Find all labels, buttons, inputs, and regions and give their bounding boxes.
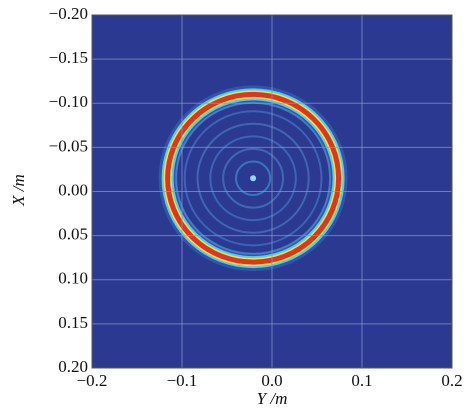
y-tick-label: −0.10: [49, 92, 88, 111]
y-tick-label: 0.00: [58, 180, 88, 199]
x-tick-label: 0.1: [351, 371, 372, 390]
y-tick-label: −0.15: [49, 48, 88, 67]
y-tick-label: 0.10: [58, 269, 88, 288]
x-tick-label: 0.0: [261, 371, 282, 390]
chart: Y /m X /m −0.2−0.10.00.10.2−0.20−0.15−0.…: [0, 0, 466, 411]
x-tick-label: 0.2: [441, 371, 462, 390]
center-spot: [250, 175, 256, 181]
x-tick-label: −0.1: [167, 371, 198, 390]
page: {"chart_data": {"type": "heatmap", "xlab…: [0, 0, 466, 411]
y-tick-label: 0.05: [58, 225, 88, 244]
y-axis-title: X /m: [9, 174, 28, 207]
y-tick-label: −0.05: [49, 136, 88, 155]
y-tick-label: 0.15: [58, 313, 88, 332]
x-axis-title: Y /m: [257, 389, 288, 408]
y-tick-label: 0.20: [58, 357, 88, 376]
y-tick-label: −0.20: [49, 4, 88, 23]
